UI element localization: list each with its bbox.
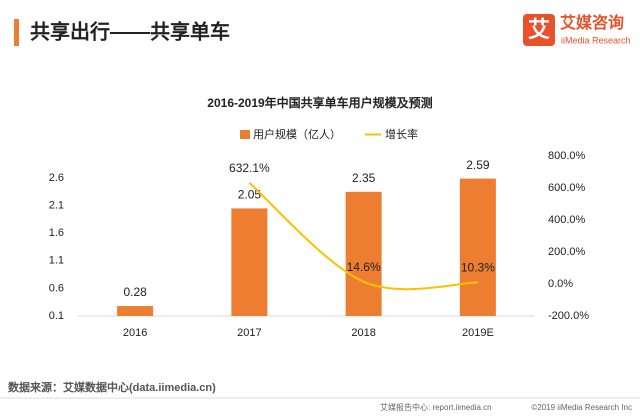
y2-tick-label: 200.0%: [548, 246, 586, 258]
value-label: 2.05: [238, 188, 262, 202]
page-title: 共享出行——共享单车: [30, 19, 230, 43]
y-tick-label: 1.6: [49, 227, 64, 239]
footer-report: 艾媒报告中心: report.iimedia.cn: [380, 402, 492, 412]
x-tick-label: 2017: [237, 327, 261, 339]
bar: [231, 208, 268, 316]
y2-tick-label: 600.0%: [548, 182, 586, 194]
line: [248, 182, 478, 291]
logo-box: [523, 14, 555, 46]
y-tick-label: 1.1: [49, 255, 64, 267]
chart-title: 2016-2019年中国共享单车用户规模及预测: [207, 95, 432, 110]
y-tick-label: 2.1: [49, 200, 64, 212]
y2-tick-label: 400.0%: [548, 214, 586, 226]
y-tick-label: 2.6: [49, 172, 64, 184]
logo-sub: iiMedia Research: [561, 35, 631, 45]
value-label: 14.6%: [347, 260, 381, 274]
y-tick-label: 0.6: [49, 282, 64, 294]
legend-swatch: [240, 130, 250, 139]
y2-tick-label: -200.0%: [548, 310, 589, 322]
value-label: 10.3%: [461, 261, 495, 275]
x-tick-label: 2016: [123, 327, 147, 339]
y2-tick-label: 800.0%: [548, 150, 586, 162]
value-label: 2.35: [352, 171, 376, 185]
value-label: 2.59: [466, 158, 490, 172]
x-tick-label: 2018: [351, 327, 375, 339]
x-tick-label: 2019E: [462, 327, 494, 339]
bar: [117, 306, 154, 316]
source: 数据来源：艾媒数据中心(data.iimedia.cn): [8, 380, 216, 394]
y2-tick-label: 0.0%: [548, 278, 573, 290]
header-accent: [14, 19, 19, 46]
value-label: 0.28: [123, 285, 147, 299]
bar: [459, 178, 496, 316]
bar: [345, 191, 382, 316]
y-tick-label: 0.1: [49, 310, 64, 322]
legend-label: 用户规模（亿人）: [253, 127, 341, 141]
legend-label: 增长率: [385, 127, 418, 141]
plot: 0.1 0.6 1.1 1.6 2.1 2.6 -200.0% 0.0% 200.0% 400.0…: [49, 127, 589, 339]
value-label: 632.1%: [229, 161, 270, 175]
logo-name: 艾媒咨询: [560, 13, 624, 32]
footer-copyright: ©2019 iiMedia Research Inc: [531, 403, 632, 412]
logo-mark: 艾: [528, 17, 550, 42]
